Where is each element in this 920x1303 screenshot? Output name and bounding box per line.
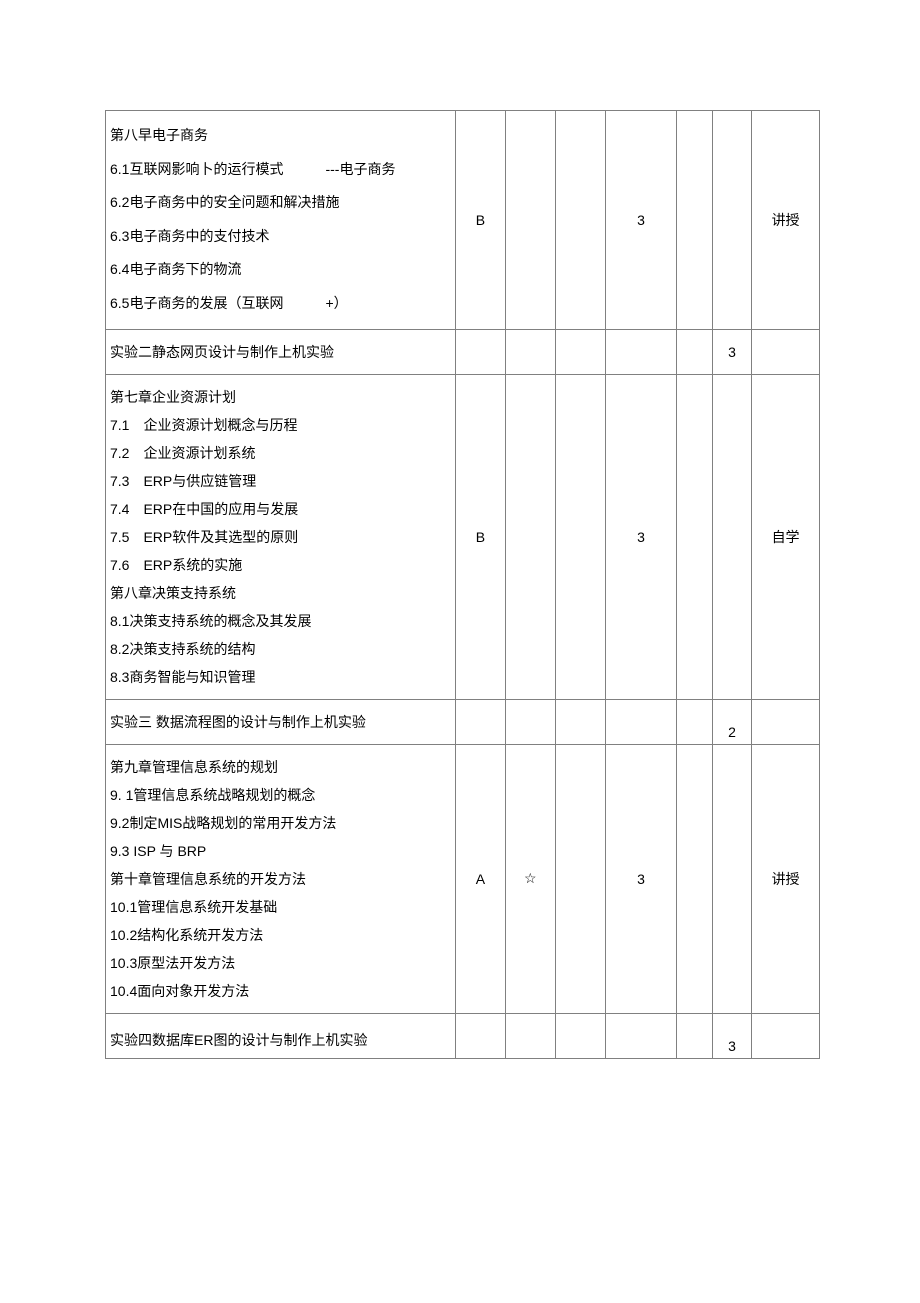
method-cell bbox=[752, 329, 820, 374]
priority-cell bbox=[455, 699, 505, 744]
col-f-cell bbox=[677, 1013, 713, 1058]
content-line: 6.4电子商务下的物流 bbox=[110, 253, 451, 287]
content-line: 10.1管理信息系统开发基础 bbox=[110, 893, 451, 921]
col-f-cell bbox=[677, 111, 713, 330]
method-cell bbox=[752, 699, 820, 744]
method-cell bbox=[752, 1013, 820, 1058]
mark-cell bbox=[505, 1013, 555, 1058]
priority-cell: A bbox=[455, 744, 505, 1013]
content-line: 9.2制定MIS战略规划的常用开发方法 bbox=[110, 809, 451, 837]
table-row: 实验三 数据流程图的设计与制作上机实验 2 bbox=[106, 699, 820, 744]
content-line: 第九章管理信息系统的规划 bbox=[110, 753, 451, 781]
col-f-cell bbox=[677, 699, 713, 744]
content-line: 6.1互联网影响卜的运行模式 ---电子商务 bbox=[110, 153, 451, 187]
col-f-cell bbox=[677, 329, 713, 374]
content-line: 第八章决策支持系统 bbox=[110, 579, 451, 607]
method-cell: 讲授 bbox=[752, 111, 820, 330]
hours-cell bbox=[605, 1013, 676, 1058]
content-cell: 第九章管理信息系统的规划 9. 1管理信息系统战略规划的概念 9.2制定MIS战… bbox=[106, 744, 456, 1013]
col-f-cell bbox=[677, 374, 713, 699]
content-line: 10.2结构化系统开发方法 bbox=[110, 921, 451, 949]
content-line: 9.3 ISP 与 BRP bbox=[110, 837, 451, 865]
lab-hours-cell bbox=[712, 374, 751, 699]
table-body: 第八早电子商务 6.1互联网影响卜的运行模式 ---电子商务 6.2电子商务中的… bbox=[106, 111, 820, 1059]
table-row: 实验二静态网页设计与制作上机实验 3 bbox=[106, 329, 820, 374]
syllabus-table: 第八早电子商务 6.1互联网影响卜的运行模式 ---电子商务 6.2电子商务中的… bbox=[105, 110, 820, 1059]
lab-hours-cell: 3 bbox=[712, 329, 751, 374]
priority-cell bbox=[455, 329, 505, 374]
content-line: 实验四数据库ER图的设计与制作上机实验 bbox=[110, 1030, 451, 1050]
content-line: 第七章企业资源计划 bbox=[110, 383, 451, 411]
content-cell: 实验四数据库ER图的设计与制作上机实验 bbox=[106, 1013, 456, 1058]
content-line: 第八早电子商务 bbox=[110, 119, 451, 153]
content-line: 7.4 ERP在中国的应用与发展 bbox=[110, 495, 451, 523]
content-cell: 实验三 数据流程图的设计与制作上机实验 bbox=[106, 699, 456, 744]
hours-cell bbox=[605, 329, 676, 374]
col-d-cell bbox=[555, 374, 605, 699]
content-line: 6.5电子商务的发展（互联网 +） bbox=[110, 287, 451, 321]
content-line: 6.3电子商务中的支付技术 bbox=[110, 220, 451, 254]
lab-hours-cell: 2 bbox=[712, 699, 751, 744]
hours-cell: 3 bbox=[605, 744, 676, 1013]
content-line: 7.3 ERP与供应链管理 bbox=[110, 467, 451, 495]
col-d-cell bbox=[555, 329, 605, 374]
mark-cell bbox=[505, 111, 555, 330]
content-line: 8.2决策支持系统的结构 bbox=[110, 635, 451, 663]
content-line: 10.3原型法开发方法 bbox=[110, 949, 451, 977]
lab-hours-cell bbox=[712, 111, 751, 330]
col-d-cell bbox=[555, 1013, 605, 1058]
col-d-cell bbox=[555, 111, 605, 330]
col-d-cell bbox=[555, 699, 605, 744]
mark-cell bbox=[505, 699, 555, 744]
method-cell: 讲授 bbox=[752, 744, 820, 1013]
col-f-cell bbox=[677, 744, 713, 1013]
content-line: 第十章管理信息系统的开发方法 bbox=[110, 865, 451, 893]
lab-hours-cell bbox=[712, 744, 751, 1013]
method-cell: 自学 bbox=[752, 374, 820, 699]
table-row: 第七章企业资源计划 7.1 企业资源计划概念与历程 7.2 企业资源计划系统 7… bbox=[106, 374, 820, 699]
priority-cell: B bbox=[455, 111, 505, 330]
content-line: 实验二静态网页设计与制作上机实验 bbox=[110, 338, 451, 366]
content-line: 6.2电子商务中的安全问题和解决措施 bbox=[110, 186, 451, 220]
mark-cell bbox=[505, 374, 555, 699]
priority-cell bbox=[455, 1013, 505, 1058]
content-line: 9. 1管理信息系统战略规划的概念 bbox=[110, 781, 451, 809]
content-line: 7.5 ERP软件及其选型的原则 bbox=[110, 523, 451, 551]
table-row: 第八早电子商务 6.1互联网影响卜的运行模式 ---电子商务 6.2电子商务中的… bbox=[106, 111, 820, 330]
col-d-cell bbox=[555, 744, 605, 1013]
content-cell: 第八早电子商务 6.1互联网影响卜的运行模式 ---电子商务 6.2电子商务中的… bbox=[106, 111, 456, 330]
content-line: 8.3商务智能与知识管理 bbox=[110, 663, 451, 691]
content-line: 7.6 ERP系统的实施 bbox=[110, 551, 451, 579]
hours-cell: 3 bbox=[605, 111, 676, 330]
content-cell: 第七章企业资源计划 7.1 企业资源计划概念与历程 7.2 企业资源计划系统 7… bbox=[106, 374, 456, 699]
table-row: 第九章管理信息系统的规划 9. 1管理信息系统战略规划的概念 9.2制定MIS战… bbox=[106, 744, 820, 1013]
lab-hours-cell: 3 bbox=[712, 1013, 751, 1058]
hours-cell bbox=[605, 699, 676, 744]
table-row: 实验四数据库ER图的设计与制作上机实验 3 bbox=[106, 1013, 820, 1058]
content-line: 实验三 数据流程图的设计与制作上机实验 bbox=[110, 708, 451, 736]
mark-cell: ☆ bbox=[505, 744, 555, 1013]
content-line: 7.2 企业资源计划系统 bbox=[110, 439, 451, 467]
content-line: 8.1决策支持系统的概念及其发展 bbox=[110, 607, 451, 635]
mark-cell bbox=[505, 329, 555, 374]
content-line: 7.1 企业资源计划概念与历程 bbox=[110, 411, 451, 439]
content-cell: 实验二静态网页设计与制作上机实验 bbox=[106, 329, 456, 374]
hours-cell: 3 bbox=[605, 374, 676, 699]
content-line: 10.4面向对象开发方法 bbox=[110, 977, 451, 1005]
priority-cell: B bbox=[455, 374, 505, 699]
